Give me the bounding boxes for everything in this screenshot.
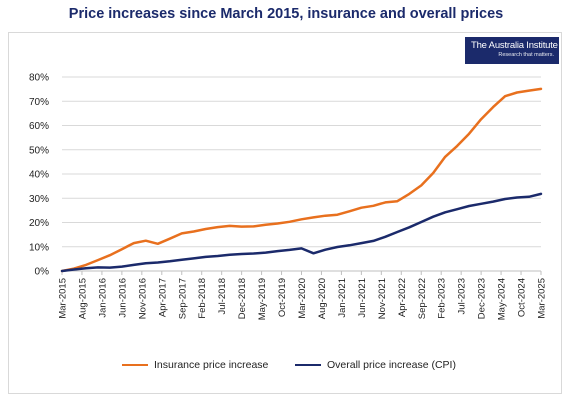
x-tick-label: Sep-2022: [417, 278, 428, 319]
australia-institute-logo: The Australia Institute Research that ma…: [465, 37, 559, 64]
logo-name: The Australia Institute: [471, 40, 558, 51]
x-tick-label: Oct-2024: [517, 278, 528, 317]
y-tick-label: 20%: [29, 218, 49, 229]
x-tick-label: Mar-2020: [297, 278, 308, 319]
x-tick-label: Jul-2018: [217, 278, 228, 314]
x-tick-label: Jun-2021: [357, 278, 368, 318]
legend-item-insurance: Insurance price increase: [122, 359, 268, 371]
legend-swatch-insurance: [122, 363, 148, 367]
y-tick-label: 80%: [29, 73, 49, 84]
x-tick-label: Apr-2017: [157, 278, 168, 317]
legend-swatch-cpi: [295, 363, 321, 367]
series-line-insurance: [60, 87, 543, 273]
y-tick-label: 60%: [29, 121, 49, 132]
legend-item-cpi: Overall price increase (CPI): [295, 359, 456, 371]
x-tick-label: Dec-2023: [477, 278, 488, 319]
x-tick-label: May-2019: [257, 278, 268, 320]
x-tick-label: Sep-2017: [177, 278, 188, 319]
y-tick-label: 70%: [29, 97, 49, 108]
x-tick-label: Apr-2022: [397, 278, 408, 317]
x-tick-label: Jan-2016: [97, 278, 108, 318]
y-tick-label: 50%: [29, 145, 49, 156]
x-tick-label: Mar-2015: [58, 278, 69, 319]
y-tick-label: 10%: [29, 242, 49, 253]
series-line-cpi: [60, 192, 543, 273]
x-tick-label: Oct-2019: [277, 278, 288, 317]
legend-label-insurance: Insurance price increase: [154, 359, 269, 371]
y-tick-label: 40%: [29, 170, 49, 181]
x-tick-label: Nov-2016: [137, 278, 148, 319]
x-tick-label: May-2024: [497, 278, 508, 320]
x-tick-label: Aug-2020: [317, 278, 328, 319]
x-tick-label: Feb-2018: [197, 278, 208, 319]
y-tick-label: 0%: [35, 267, 50, 278]
logo-tagline: Research that matters.: [498, 52, 554, 58]
legend-label-cpi: Overall price increase (CPI): [327, 359, 456, 371]
y-tick-label: 30%: [29, 194, 49, 205]
chart-frame: [8, 32, 562, 394]
x-tick-label: Aug-2015: [77, 278, 88, 319]
x-tick-label: Dec-2018: [237, 278, 248, 319]
chart-legend: Insurance price increase Overall price i…: [0, 359, 572, 375]
x-tick-label: Feb-2023: [437, 278, 448, 319]
chart-title: Price increases since March 2015, insura…: [68, 6, 504, 22]
x-tick-label: Nov-2021: [377, 278, 388, 319]
x-tick-label: Jan-2021: [337, 278, 348, 318]
x-tick-label: Jul-2023: [457, 278, 468, 314]
x-tick-label: Jun-2016: [117, 278, 128, 318]
x-tick-label: Mar-2025: [537, 278, 548, 319]
